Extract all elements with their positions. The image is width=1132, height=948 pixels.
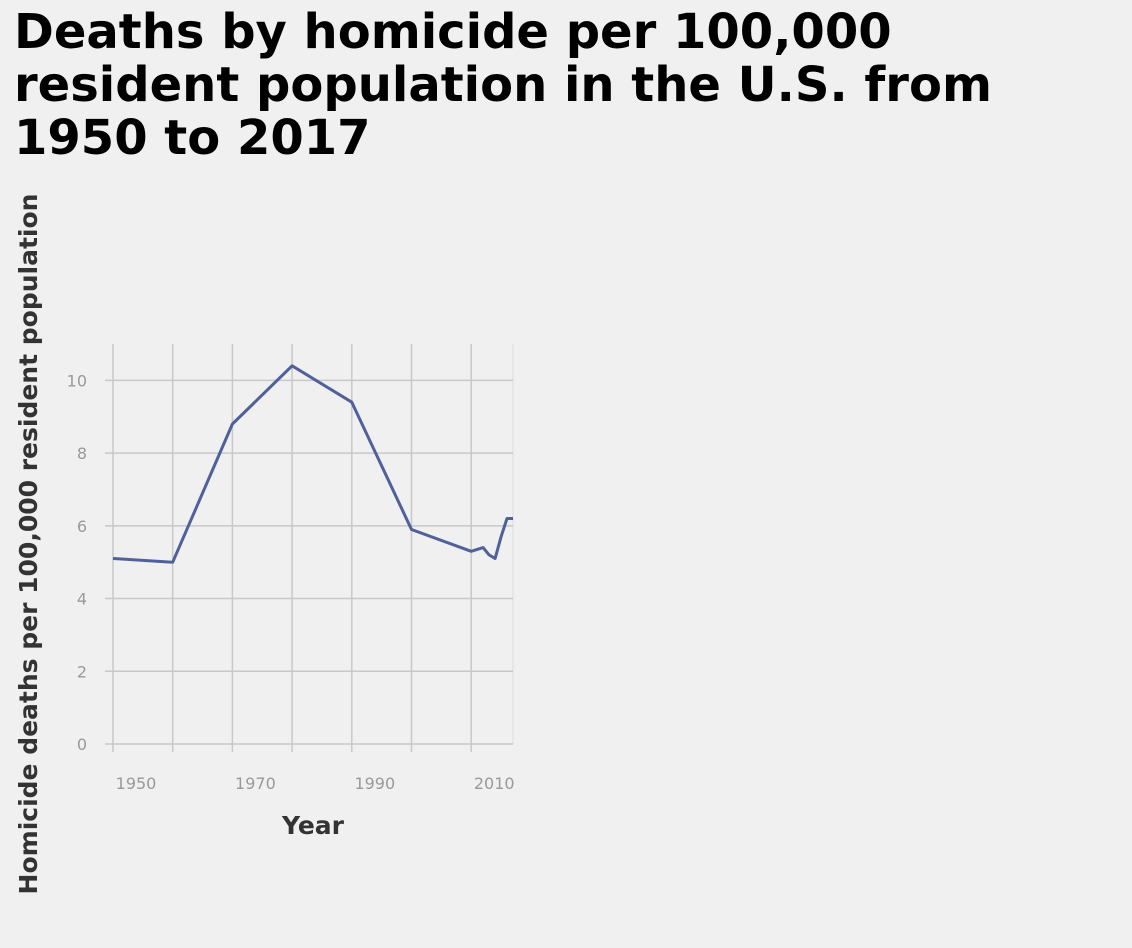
y-tick-label: 6 <box>77 517 87 536</box>
x-tick-label: 1950 <box>116 774 157 793</box>
y-tick-label: 0 <box>77 735 87 754</box>
x-axis-title: Year <box>281 811 345 840</box>
x-tick-label: 1970 <box>235 774 276 793</box>
x-tick-label: 2010 <box>474 774 515 793</box>
y-tick-label: 8 <box>77 444 87 463</box>
series <box>112 364 513 564</box>
y-axis-title: Homicide deaths per 100,000 resident pop… <box>14 194 43 895</box>
grid <box>105 344 514 752</box>
y-axis: 0 2 4 6 8 10 <box>67 371 87 754</box>
x-tick-label: 1990 <box>354 774 395 793</box>
y-tick-label: 2 <box>77 662 87 681</box>
series-line <box>112 364 513 564</box>
y-tick-label: 4 <box>77 590 87 609</box>
y-tick-label: 10 <box>67 371 87 390</box>
x-axis: 1950 1970 1990 2010 <box>116 774 515 793</box>
chart-title: Deaths by homicide per 100,000 resident … <box>14 4 992 166</box>
